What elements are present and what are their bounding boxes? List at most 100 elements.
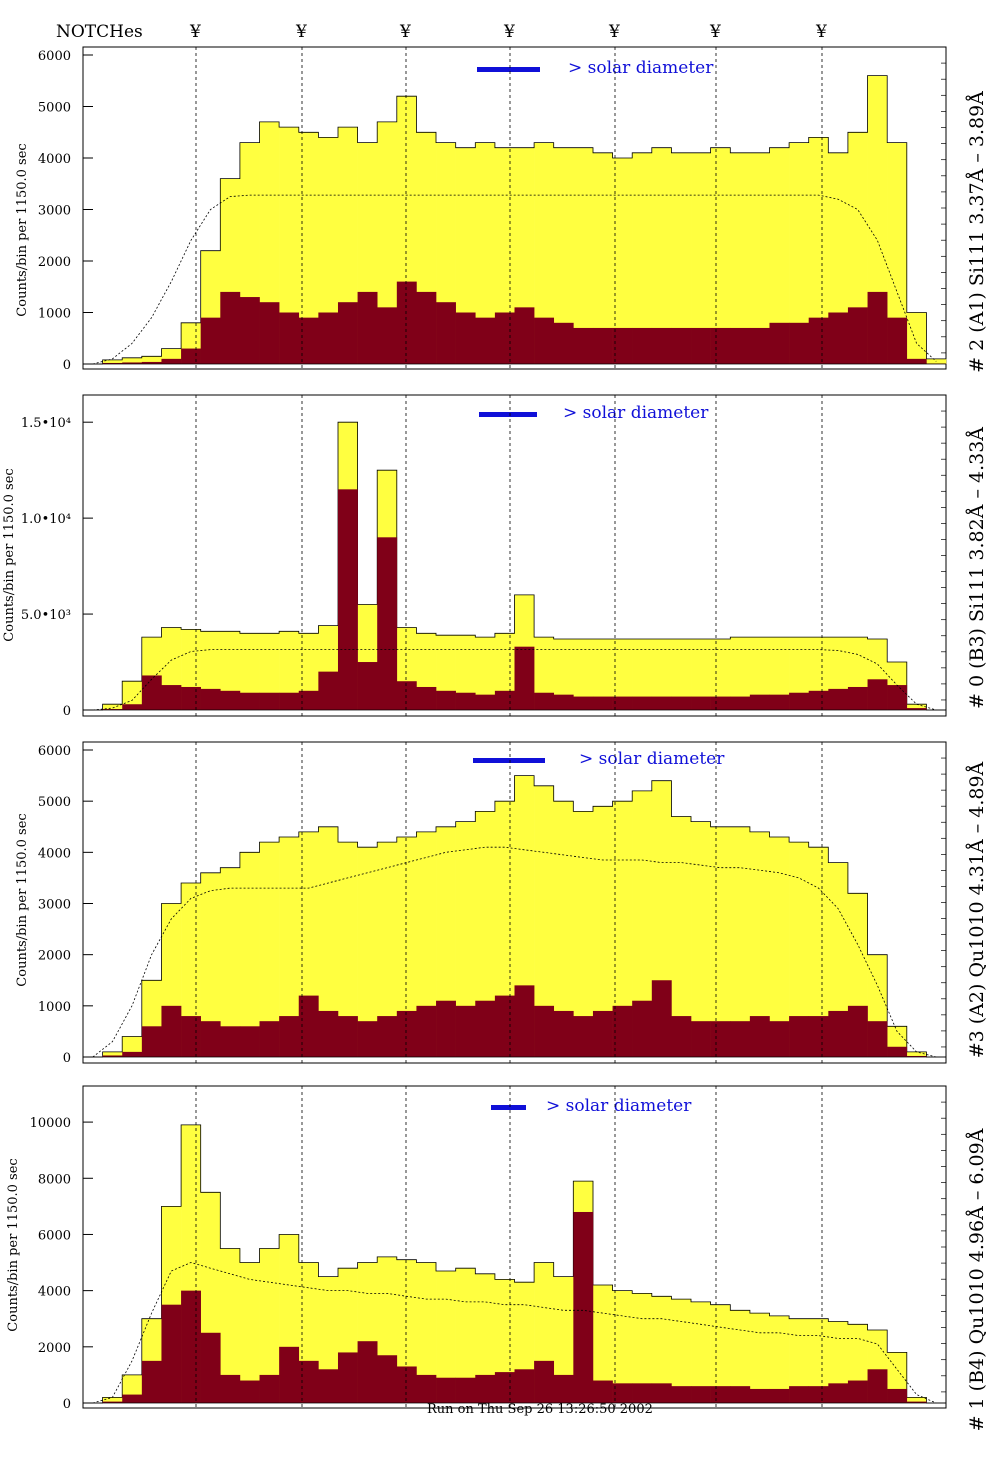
filtered-bar (651, 696, 672, 710)
filtered-bar (102, 362, 123, 364)
filtered-bar (749, 327, 770, 364)
total-bar (710, 1304, 731, 1403)
total-bar (730, 826, 751, 1057)
filtered-bar (749, 1388, 770, 1403)
filtered-bar (161, 358, 182, 364)
total-bar (553, 147, 574, 364)
filtered-bar (534, 1005, 555, 1057)
panel-a1-legend-bar (477, 67, 540, 72)
total-bar (612, 158, 633, 364)
filtered-bar (534, 1360, 555, 1403)
panel-b3-si111: # 0 (B3) Si111 3.82Å – 4.33Å Counts/bin … (2, 394, 988, 719)
filtered-bar (318, 1010, 339, 1057)
filtered-bar (691, 327, 711, 364)
filtered-bar (828, 688, 849, 710)
filtered-bar (181, 686, 201, 710)
filtered-bar (867, 291, 888, 364)
filtered-bar (455, 1377, 476, 1403)
y-tick-label: 6000 (38, 744, 71, 759)
total-bar (475, 1273, 496, 1403)
filtered-bar (416, 686, 437, 710)
filtered-bar (906, 358, 927, 364)
total-bar (534, 637, 555, 710)
filtered-bar (847, 686, 868, 710)
filtered-bar (553, 694, 574, 710)
filtered-bar (632, 1000, 653, 1057)
panel-b3-ylabel: Counts/bin per 1150.0 sec (2, 468, 17, 641)
filtered-bar (691, 1021, 711, 1057)
total-outline (83, 1124, 946, 1404)
filtered-bar (141, 675, 162, 710)
filtered-bar (377, 307, 398, 364)
total-bar (553, 639, 574, 710)
y-tick-label: 2000 (38, 1341, 71, 1356)
total-bar (691, 152, 711, 364)
filtered-bar (494, 1372, 515, 1403)
total-bar (553, 1276, 574, 1403)
filtered-bar (200, 1021, 221, 1057)
filtered-bar (220, 291, 241, 364)
filtered-bar (828, 1010, 849, 1057)
filtered-bar (396, 1366, 417, 1403)
total-bar (632, 152, 653, 364)
filtered-bar (200, 1332, 221, 1403)
total-bar (377, 842, 398, 1057)
filtered-bar (181, 348, 201, 364)
y-tick-label: 5.0•10³ (21, 608, 71, 623)
total-bar (298, 132, 319, 364)
filtered-bar (867, 679, 888, 710)
filtered-bar (200, 317, 221, 364)
total-bar (730, 1310, 751, 1403)
filtered-bar (632, 1383, 653, 1403)
filtered-bar (318, 671, 339, 711)
filtered-bar (416, 1005, 437, 1057)
filtered-bar (377, 537, 398, 710)
smooth-curve (92, 649, 937, 711)
panel-b3-legend-text: > solar diameter (563, 403, 709, 423)
panel-a2-side-label: #3 (A2) Qu1010 4.31Å – 4.89Å (966, 761, 988, 1058)
total-bar (769, 836, 790, 1057)
filtered-bar (789, 1386, 809, 1403)
total-bar (847, 132, 868, 364)
filtered-bar (789, 692, 809, 710)
total-bar (573, 811, 594, 1057)
filtered-bar (730, 1386, 751, 1403)
notch-marker-4: ¥ (503, 22, 515, 42)
filtered-bar (710, 696, 731, 710)
total-bar (749, 1313, 770, 1403)
filtered-bar (239, 1026, 260, 1057)
y-tick-label: 1000 (38, 1000, 71, 1015)
panel-a1-side-label: # 2 (A1) Si111 3.37Å – 3.89Å (966, 91, 988, 373)
filtered-bar (102, 1401, 123, 1403)
filtered-bar (534, 317, 555, 364)
filtered-bar (573, 1211, 594, 1403)
filtered-bar (494, 690, 515, 710)
notch-markers: ¥ ¥ ¥ ¥ ¥ ¥ ¥ (189, 22, 827, 42)
filtered-bar (671, 696, 692, 710)
filtered-bar (357, 291, 378, 364)
filtered-bar (377, 1355, 398, 1403)
total-bar (455, 635, 476, 710)
filtered-bar (436, 1377, 456, 1403)
y-tick-label: 4000 (38, 152, 71, 167)
filtered-bar (220, 1374, 241, 1403)
total-bar (220, 867, 241, 1057)
filtered-bar (337, 1016, 358, 1057)
total-bar (789, 1318, 809, 1403)
filtered-bar (808, 1386, 829, 1403)
filtered-bar (279, 1346, 300, 1403)
panel-a2-qu1010: #3 (A2) Qu1010 4.31Å – 4.89Å Counts/bin … (15, 741, 988, 1066)
total-bar (906, 1051, 927, 1057)
filtered-bar (592, 1010, 613, 1057)
filtered-bar (691, 696, 711, 710)
filtered-bar (573, 696, 594, 710)
filtered-bar (357, 662, 378, 710)
panel-a2-legend-text: > solar diameter (579, 749, 725, 769)
filtered-bar (475, 1000, 496, 1057)
filtered-bar (612, 696, 633, 710)
filtered-bar (475, 1374, 496, 1403)
filtered-bar (475, 694, 496, 710)
filtered-bar (279, 312, 300, 364)
notches-label: NOTCHes (56, 22, 143, 42)
total-bar (436, 1270, 456, 1403)
